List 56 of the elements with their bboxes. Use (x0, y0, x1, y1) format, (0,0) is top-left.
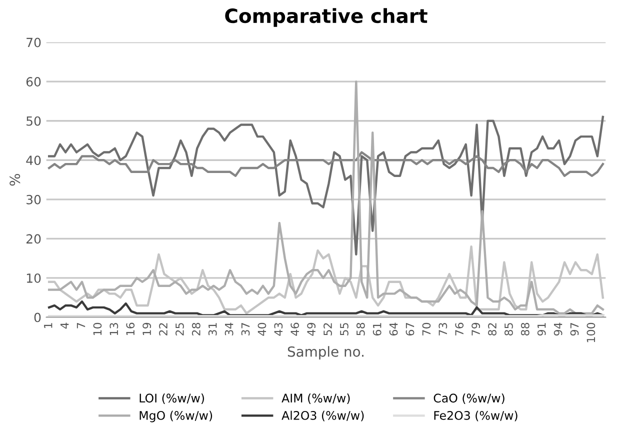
x-axis-title: Sample no. (288, 346, 364, 360)
x-tick-label: 43 (274, 323, 283, 336)
legend-label: Fe2O3 (%w/w) (434, 410, 518, 422)
x-tick-label: 28 (192, 322, 200, 336)
legend-label: CaO (%w/w) (434, 393, 504, 404)
x-tick-label: 31 (208, 323, 217, 336)
x-tick-label: 25 (176, 323, 184, 336)
x-tick-label: 46 (290, 322, 300, 336)
line-series (48, 116, 604, 256)
x-tick-label: 73 (438, 323, 448, 336)
y-tick-label: 30 (26, 194, 41, 204)
legend-label: LOI (%w/w) (140, 393, 204, 404)
x-tick-label: 4 (60, 322, 69, 329)
x-tick-label: 55 (340, 323, 348, 336)
line-series (48, 151, 604, 177)
y-tick-label: 50 (26, 116, 41, 126)
x-tick-label: 64 (389, 322, 398, 336)
x-tick-label: 91 (537, 323, 546, 336)
x-tick-label: 70 (422, 322, 431, 336)
y-tick-label: 60 (26, 77, 41, 87)
x-tick-label: 85 (504, 323, 513, 336)
x-tick-label: 49 (307, 322, 316, 336)
x-tick-label: 22 (159, 323, 168, 336)
x-tick-label: 10 (93, 322, 102, 336)
x-tick-label: 58 (356, 322, 365, 336)
line-series (48, 80, 604, 314)
x-tick-label: 88 (520, 322, 530, 336)
y-axis-title: % (10, 174, 20, 186)
x-tick-label: 16 (126, 322, 135, 336)
x-tick-label: 7 (76, 323, 86, 328)
y-tick-label: 70 (26, 38, 41, 48)
line-series (48, 300, 604, 316)
legend-label: MgO (%w/w) (140, 410, 212, 422)
x-tick-label: 19 (142, 322, 152, 336)
x-tick-label: 37 (241, 323, 250, 336)
x-tick-label: 67 (406, 323, 414, 336)
x-tick-label: 100 (586, 322, 596, 342)
y-tick-label: 40 (26, 156, 41, 166)
x-tick-label: 76 (455, 322, 464, 336)
legend-label: AIM (%w/w) (282, 393, 350, 404)
x-tick-label: 82 (488, 323, 496, 336)
x-tick-label: 13 (110, 323, 118, 336)
legend-label: Al2O3 (%w/w) (282, 410, 364, 422)
x-tick-label: 1 (44, 323, 52, 328)
x-tick-label: 52 (324, 323, 332, 336)
x-tick-label: 79 (472, 322, 480, 336)
x-tick-label: 61 (372, 323, 382, 336)
line-series (48, 245, 604, 314)
x-tick-label: 94 (554, 322, 562, 336)
x-tick-label: 40 (258, 322, 266, 336)
x-tick-label: 97 (570, 323, 579, 336)
y-tick-label: 0 (34, 312, 41, 322)
x-tick-label: 34 (224, 322, 234, 336)
y-tick-label: 10 (26, 273, 41, 283)
chart-title: Comparative chart (225, 8, 428, 27)
y-tick-label: 20 (26, 234, 41, 244)
